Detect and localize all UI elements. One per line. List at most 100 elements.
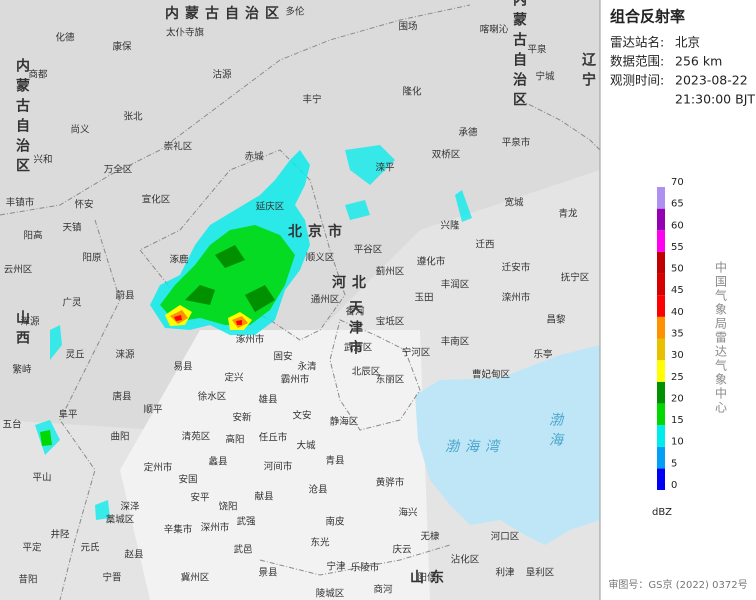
place-label: 深泽: [120, 502, 140, 513]
time: 21:30:00 BJT: [675, 92, 755, 107]
legend-tick: 30: [671, 350, 684, 361]
region-label: 内蒙古自治区: [165, 5, 285, 22]
place-label: 平泉: [527, 44, 547, 56]
place-label: 高阳: [225, 434, 244, 446]
region-label: 内蒙古自治区: [511, 0, 527, 112]
place-label: 武清区: [344, 342, 373, 354]
place-label: 丰宁: [302, 94, 321, 106]
place-label: 五台: [2, 419, 21, 431]
date: 2023-08-22: [675, 73, 748, 88]
place-label: 阳高: [23, 230, 42, 242]
place-label: 徐水区: [198, 391, 227, 403]
place-label: 利津: [495, 567, 515, 579]
place-label: 商都: [28, 69, 48, 81]
region-label: 河北: [332, 274, 372, 291]
legend-tick: 50: [671, 264, 684, 275]
region-label: 天津市: [347, 300, 363, 360]
place-label: 大城: [296, 440, 316, 452]
legend-tick: 25: [671, 372, 684, 383]
place-label: 深州市: [201, 522, 230, 534]
legend-tick: 0: [671, 480, 677, 491]
legend-tick: 5: [671, 458, 677, 469]
place-label: 无棣: [420, 531, 440, 543]
place-label: 东丽区: [376, 374, 405, 386]
place-label: 青县: [325, 455, 344, 467]
legend-swatch: [657, 251, 665, 274]
region-label: 山东: [410, 569, 450, 586]
legend-swatch: [657, 316, 665, 339]
place-label: 隆化: [402, 86, 422, 98]
place-label: 永清: [297, 361, 317, 373]
place-label: 顺平: [143, 405, 163, 416]
place-label: 兴隆: [440, 220, 460, 232]
place-label: 宁津: [326, 561, 346, 573]
sea: [415, 345, 600, 545]
time-label: 观测时间:: [610, 73, 664, 88]
legend-swatch: [657, 446, 665, 469]
place-label: 赵县: [124, 549, 143, 561]
place-label: 丰南区: [441, 336, 470, 348]
place-label: 安国: [178, 474, 197, 486]
legend-tick: 35: [671, 329, 684, 340]
place-label: 昌黎: [546, 314, 566, 326]
range: 256 km: [675, 54, 722, 69]
place-label: 赤城: [244, 152, 264, 163]
place-label: 平泉市: [502, 137, 531, 149]
legend-tick: 55: [671, 242, 684, 253]
place-label: 万全区: [104, 164, 133, 176]
legend-swatch: [657, 230, 665, 252]
place-label: 易县: [173, 362, 192, 373]
place-label: 康保: [112, 41, 132, 53]
place-label: 霸州市: [281, 374, 310, 386]
station: 北京: [675, 35, 700, 50]
place-label: 雄县: [258, 394, 277, 406]
place-label: 南皮: [325, 516, 345, 528]
place-label: 固安: [273, 351, 292, 363]
place-label: 阳信: [417, 572, 436, 584]
place-label: 元氏: [80, 543, 100, 554]
place-label: 张北: [123, 112, 143, 123]
place-label: 昔阳: [18, 575, 37, 586]
place-label: 涿鹿: [169, 254, 189, 266]
place-label: 定兴: [224, 372, 243, 384]
place-label: 丰镇市: [6, 197, 35, 209]
place-label: 冀州区: [181, 572, 210, 584]
legend-tick: 20: [671, 393, 684, 404]
legend-swatch: [657, 338, 665, 361]
place-label: 陵城区: [316, 589, 345, 600]
place-label: 遵化市: [417, 256, 446, 268]
place-label: 宁河区: [402, 347, 431, 359]
region-label: 渤海: [547, 412, 563, 452]
organization: 中国气象局雷达气象中心: [714, 260, 728, 415]
region-label: 山西: [14, 310, 30, 350]
panel-title: 组合反射率: [610, 8, 685, 26]
place-label: 香河: [345, 306, 365, 318]
place-label: 平谷区: [354, 245, 383, 256]
place-label: 广灵: [62, 297, 82, 309]
region-label: 北京市: [288, 223, 348, 240]
station-label: 雷达站名:: [610, 35, 664, 50]
legend-swatch: [657, 425, 665, 447]
footer: 审图号：GS京 (2022) 0372号: [608, 578, 747, 591]
radar-echoes: [35, 145, 472, 520]
region-label: 辽宁: [580, 52, 596, 92]
place-label: 多伦: [285, 6, 305, 18]
place-label: 宁晋: [102, 572, 121, 584]
place-label: 辛集市: [164, 524, 193, 536]
place-label: 文安: [292, 410, 311, 422]
place-label: 宣化区: [142, 194, 171, 206]
place-label: 抚宁区: [561, 272, 590, 284]
place-label: 阳原: [82, 253, 101, 264]
legend-swatch: [657, 468, 665, 490]
place-label: 黄骅市: [376, 477, 405, 489]
place-label: 迁西: [475, 240, 494, 251]
place-label: 围场: [398, 22, 417, 33]
place-label: 顺义区: [306, 253, 335, 264]
place-label: 北辰区: [352, 367, 381, 378]
legend-tick: 40: [671, 307, 684, 318]
place-label: 垦利区: [526, 567, 555, 579]
place-label: 安新: [232, 412, 252, 424]
